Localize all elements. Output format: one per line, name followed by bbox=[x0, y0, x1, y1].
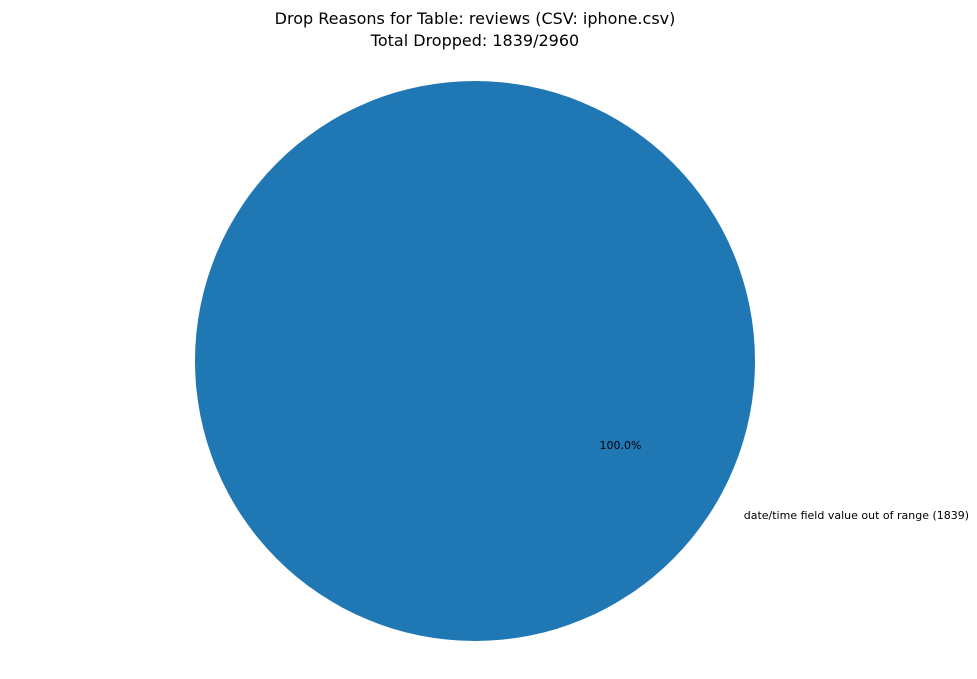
pie-labels: 100.0% date/time field value out of range… bbox=[600, 439, 970, 522]
pie-slice-label: date/time field value out of range (1839… bbox=[744, 509, 969, 522]
pie-percent-label: 100.0% bbox=[600, 439, 642, 452]
pie-slices bbox=[195, 81, 755, 641]
chart-subtitle: Total Dropped: 1839/2960 bbox=[370, 31, 579, 50]
pie-slice bbox=[195, 81, 755, 641]
chart-title: Drop Reasons for Table: reviews (CSV: ip… bbox=[275, 9, 676, 28]
